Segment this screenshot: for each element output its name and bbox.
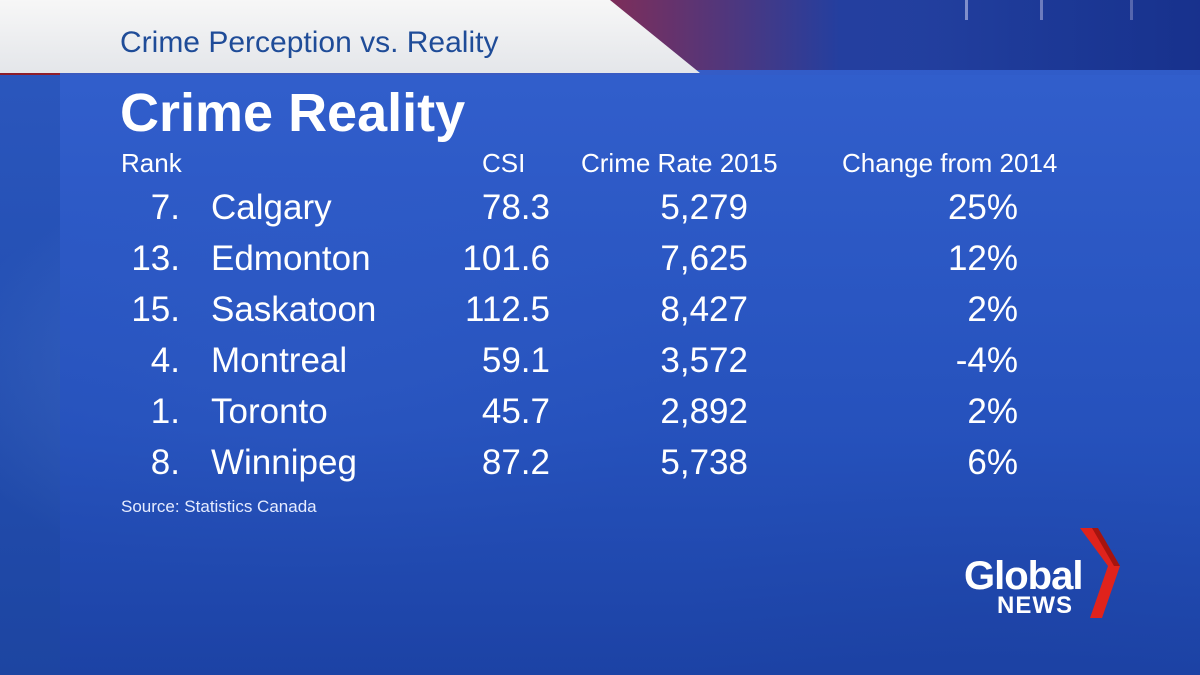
csi-cell: 59.1 (481, 341, 550, 380)
content-panel (60, 70, 1200, 675)
table-row: 8. Winnipeg 87.2 5,738 6% (0, 441, 1200, 492)
change-cell: 12% (947, 239, 1018, 278)
csi-cell: 87.2 (481, 443, 550, 482)
table-row: 1. Toronto 45.7 2,892 2% (0, 390, 1200, 441)
logo-wordmark-news: NEWS (997, 592, 1073, 619)
csi-cell: 78.3 (481, 188, 550, 227)
city-cell: Montreal (211, 341, 348, 380)
rank-cell: 8. (150, 443, 180, 482)
change-cell: 2% (967, 290, 1018, 329)
city-cell: Toronto (211, 392, 328, 431)
logo-wordmark-global: Global (964, 554, 1083, 598)
decorative-stripe (1040, 0, 1043, 20)
crime-rate-cell: 5,279 (660, 188, 748, 227)
csi-cell: 101.6 (462, 239, 550, 278)
crime-rate-cell: 3,572 (660, 341, 748, 380)
column-header-change: Change from 2014 (842, 148, 1058, 178)
table-row: 15. Saskatoon 112.5 8,427 2% (0, 288, 1200, 339)
source-note: Source: Statistics Canada (121, 497, 317, 516)
column-header-crime-rate: Crime Rate 2015 (581, 148, 778, 178)
table-row: 13. Edmonton 101.6 7,625 12% (0, 237, 1200, 288)
crime-rate-cell: 8,427 (660, 290, 748, 329)
city-cell: Calgary (211, 188, 332, 227)
table-row: 7. Calgary 78.3 5,279 25% (0, 186, 1200, 237)
title-tab (0, 0, 700, 73)
change-cell: 6% (967, 443, 1018, 482)
csi-cell: 45.7 (481, 392, 550, 431)
tab-title: Crime Perception vs. Reality (120, 26, 499, 59)
city-cell: Saskatoon (211, 290, 377, 329)
crime-rate-cell: 7,625 (660, 239, 748, 278)
decorative-stripe (1130, 0, 1133, 20)
csi-cell: 112.5 (465, 290, 550, 329)
change-cell: 2% (967, 392, 1018, 431)
page-heading: Crime Reality (120, 83, 466, 143)
rank-cell: 7. (150, 188, 180, 227)
decorative-stripe (965, 0, 968, 20)
global-news-chevron-icon (1080, 528, 1120, 618)
crime-table: 7. Calgary 78.3 5,279 25% 13. Edmonton 1… (0, 186, 1200, 492)
change-cell: 25% (947, 188, 1018, 227)
rank-cell: 13. (131, 239, 180, 278)
column-header-csi: CSI (482, 148, 526, 178)
crime-rate-cell: 2,892 (660, 392, 748, 431)
crime-rate-cell: 5,738 (660, 443, 748, 482)
city-cell: Edmonton (211, 239, 371, 278)
column-header-rank: Rank (121, 148, 182, 178)
rank-cell: 1. (150, 392, 180, 431)
global-news-logo: Global NEWS (960, 528, 1130, 623)
rank-cell: 15. (131, 290, 180, 329)
table-row: 4. Montreal 59.1 3,572 -4% (0, 339, 1200, 390)
city-cell: Winnipeg (211, 443, 357, 482)
change-cell: -4% (955, 341, 1018, 380)
rank-cell: 4. (150, 341, 180, 380)
